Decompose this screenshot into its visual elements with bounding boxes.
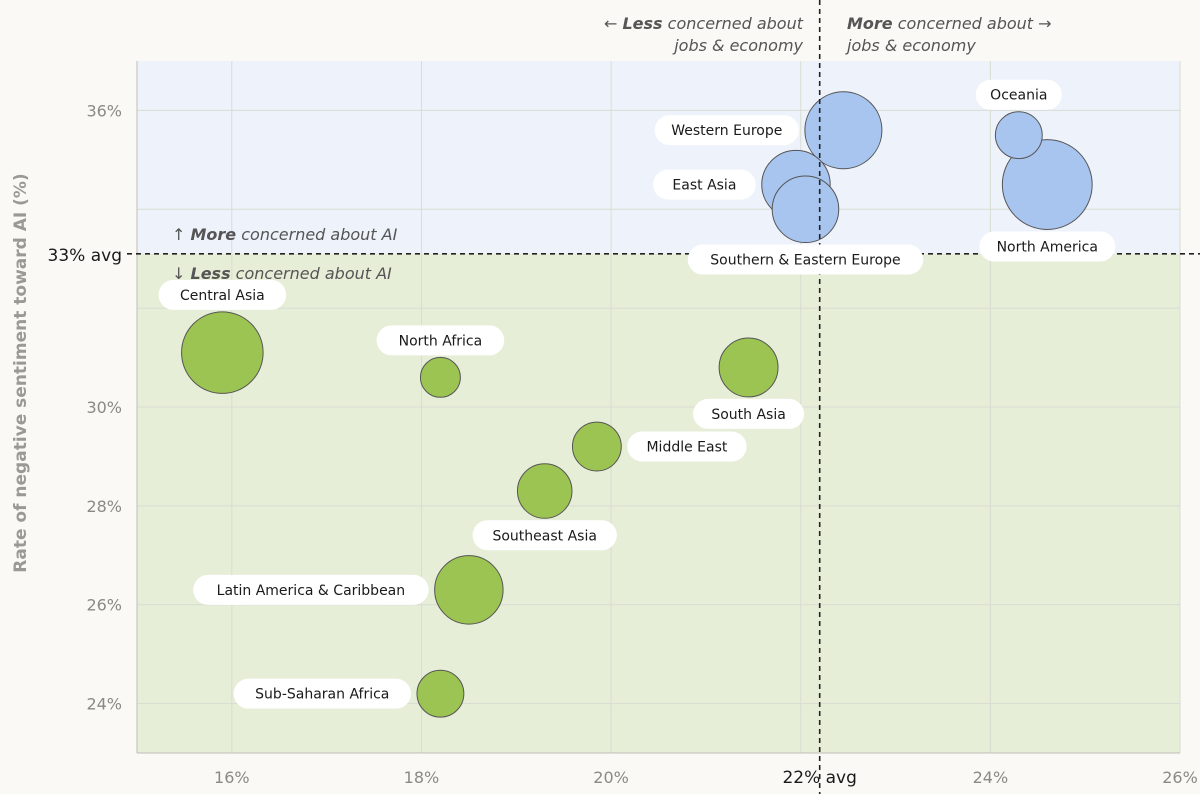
label-pill [979,231,1116,262]
x-tick-label: 24% [973,768,1009,787]
label-pill [654,115,799,146]
bubble-southeast-asia [516,463,573,519]
bubble-label: Latin America & Caribbean [193,574,429,605]
label-pill [975,79,1062,110]
label-pill [472,520,617,551]
bubble-label-text: Western Europe [671,123,782,139]
label-pill [376,325,505,356]
bubbles [181,91,1093,718]
less-ai-concern-label: ↓ Less concerned about AI [172,264,392,283]
bubble-label-text: Southern & Eastern Europe [710,253,900,269]
bubble-label-text: Southeast Asia [492,528,596,544]
more-jobs-label-line2: jobs & economy [845,36,976,55]
bubble-label-text: Middle East [646,440,727,456]
bubble-southern-eastern-europe [771,175,840,244]
bubble-label-text: Sub-Saharan Africa [255,687,389,703]
bubble-label: Middle East [627,431,747,462]
x-tick-label: 20% [593,768,629,787]
y-tick-label: 36% [86,101,122,120]
bubble-central-asia [181,311,264,394]
x-tick-label: 16% [214,768,250,787]
more-ai-concern-label: ↑ More concerned about AI [172,225,398,244]
less-jobs-label-line1: ← Less concerned about [604,14,804,33]
quadrant-low-bg [137,253,1180,753]
bubble-latin-america-caribbean [434,555,504,625]
label-pill [193,574,429,605]
bubble-label: North Africa [376,325,505,356]
bubble-label: East Asia [653,169,756,200]
y-tick-label: 24% [86,695,122,714]
bubble-label: Oceania [975,79,1062,110]
more-jobs-label-line1: More concerned about → [847,14,1052,33]
bubble-label-text: South Asia [711,407,785,423]
bubble-label: Central Asia [158,279,287,310]
axis-ticks: 16% 18% 20% 24% 26% 24% 26% 28% 30% 36% [86,101,1197,787]
bubble-label-text: North America [997,239,1098,255]
label-pill [693,398,805,429]
x-average-label: 22% avg [782,768,856,788]
y-tick-label: 30% [86,398,122,417]
bubble-north-africa [419,356,461,398]
label-pill [158,279,287,310]
x-tick-label: 18% [404,768,440,787]
bubble-south-asia [718,337,779,398]
bubble-label-text: Oceania [990,88,1047,104]
bubble-label: North America [979,231,1116,262]
less-jobs-label-line2: jobs & economy [672,36,803,55]
bubble-labels: Western Europe East Asia Southern & Easter… [158,79,1116,709]
label-pill [687,244,924,275]
bubble-label: Sub-Saharan Africa [233,678,411,709]
bubble-label-text: Central Asia [180,288,265,304]
label-pill [627,431,747,462]
y-average-label: 33% avg [48,246,122,266]
bubble-label-text: Latin America & Caribbean [217,583,406,599]
y-tick-label: 28% [86,497,122,516]
bubble-label: Southeast Asia [472,520,617,551]
bubble-western-europe [804,91,883,170]
y-tick-label: 26% [86,596,122,615]
bubble-label: South Asia [693,398,805,429]
label-pill [233,678,411,709]
bubble-oceania [994,111,1043,160]
x-tick-label: 26% [1162,768,1198,787]
bubble-middle-east [571,421,622,472]
bubble-label-text: North Africa [399,333,483,349]
y-axis-title: Rate of negative sentiment toward AI (%) [11,173,31,572]
label-pill [653,169,756,200]
bubble-label-text: East Asia [672,178,736,194]
bubble-label: Western Europe [654,115,799,146]
bubble-sub-saharan-africa [416,669,465,718]
bubble-north-america [1001,139,1093,230]
bubble-label: Southern & Eastern Europe [687,244,924,275]
